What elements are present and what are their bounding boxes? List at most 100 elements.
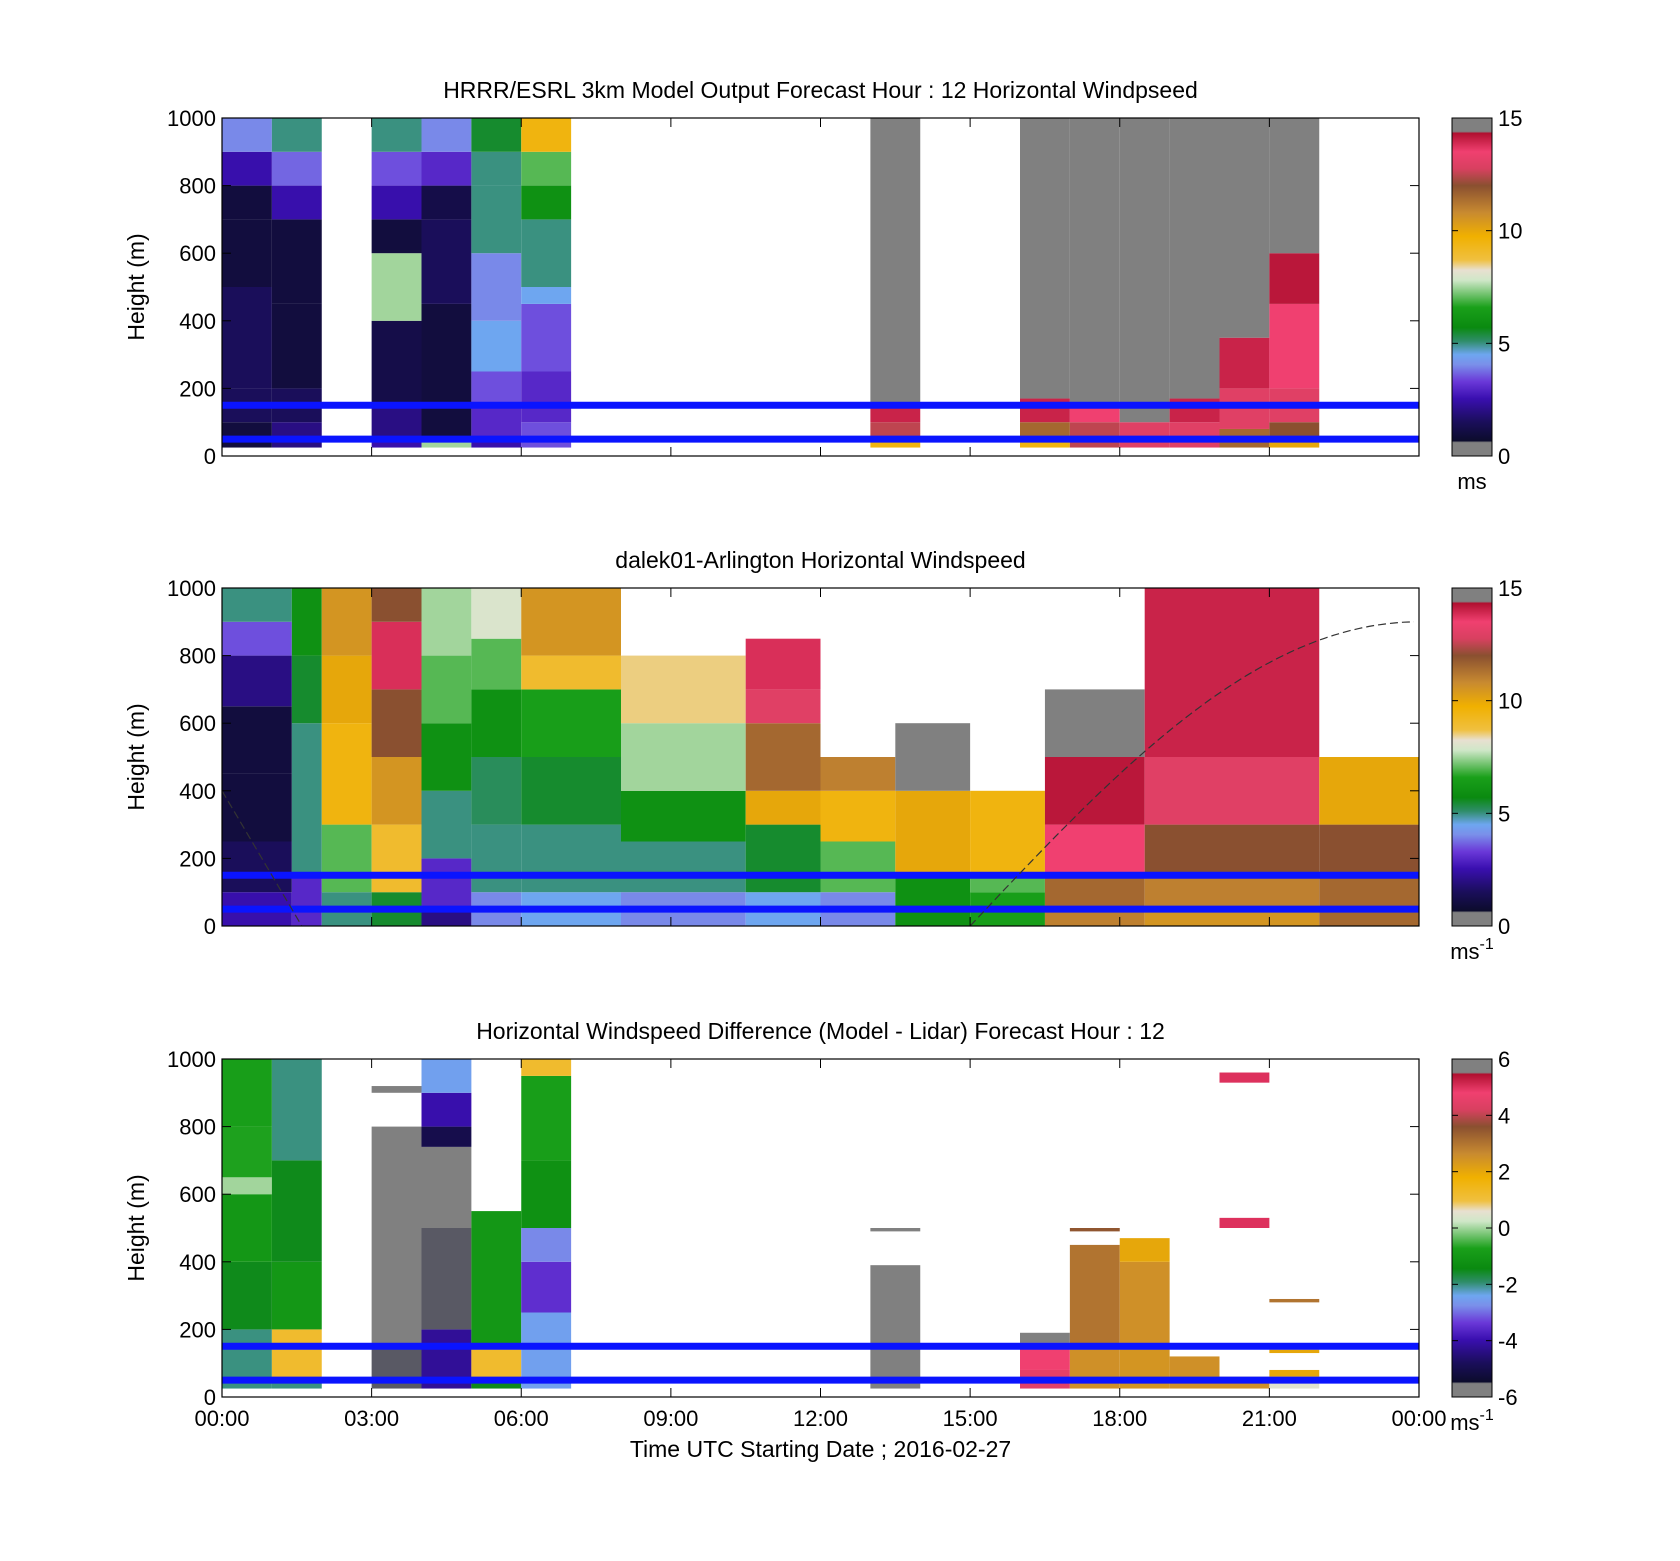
heatmap-cell: [471, 588, 522, 639]
heatmap-cell: [222, 1194, 272, 1262]
heatmap-cell: [271, 185, 322, 220]
heatmap-cell: [321, 655, 372, 724]
heatmap-cell: [321, 588, 372, 656]
y-tick-label: 200: [179, 1317, 216, 1342]
x-tick-label: 15:00: [943, 1406, 998, 1431]
heatmap-cell: [1069, 118, 1120, 406]
x-tick-label: 09:00: [643, 1406, 698, 1431]
heatmap-cell: [1069, 422, 1120, 448]
y-tick-label: 800: [179, 1115, 216, 1140]
y-tick-label: 400: [179, 779, 216, 804]
colorbar-tick-label: -2: [1498, 1272, 1518, 1297]
heatmap-cell: [271, 1160, 322, 1262]
heatmap-cell: [745, 638, 821, 690]
colorbar: [1451, 117, 1493, 457]
heatmap-cell: [321, 824, 372, 893]
heatmap-cell: [271, 1261, 322, 1330]
heatmap-cell: [521, 185, 572, 220]
colorbar-tick-label: -6: [1498, 1385, 1518, 1410]
heatmap-cell: [371, 320, 422, 406]
heatmap-cell: [271, 422, 322, 448]
heatmap-cell: [521, 1261, 572, 1313]
heatmap-cell: [820, 757, 896, 791]
heatmap-cell: [471, 151, 522, 186]
heatmap-cell: [1119, 405, 1170, 423]
heatmap-cell: [421, 1228, 472, 1330]
heatmap-cell: [421, 1126, 472, 1147]
heatmap-cell: [222, 287, 272, 389]
heatmap-cell: [1119, 118, 1170, 406]
boundary-layer-curve: [221, 790, 303, 927]
panel-title: dalek01-Arlington Horizontal Windspeed: [615, 547, 1025, 573]
heatmap-cell: [521, 151, 572, 186]
heatmap-cell: [820, 841, 896, 893]
heatmap-cell: [291, 723, 322, 876]
heatmap-cell: [820, 790, 896, 842]
heatmap-cell: [870, 1228, 921, 1232]
heatmap-cell: [1144, 757, 1320, 825]
heatmap-cell: [271, 303, 322, 389]
heatmap-cell: [371, 253, 422, 321]
heatmap-cell: [421, 405, 472, 440]
heatmap-cell: [291, 588, 322, 656]
y-tick-label: 0: [204, 914, 216, 939]
heatmap-cell: [291, 655, 322, 724]
x-tick-label: 06:00: [494, 1406, 549, 1431]
heatmap-cell: [421, 723, 472, 791]
panel-3: Horizontal Windspeed Difference (Model -…: [123, 1018, 1518, 1462]
panel-1: HRRR/ESRL 3km Model Output Forecast Hour…: [123, 77, 1522, 494]
y-tick-label: 600: [179, 711, 216, 736]
heatmap-cell: [521, 757, 621, 825]
heatmap-cell: [371, 1126, 422, 1144]
y-tick-label: 200: [179, 846, 216, 871]
heatmap-cell: [271, 118, 322, 152]
heatmap-cell: [421, 909, 472, 926]
x-tick-label: 12:00: [793, 1406, 848, 1431]
heatmap-cell: [895, 790, 971, 876]
heatmap-cell: [471, 118, 522, 152]
heatmap-cell: [222, 1261, 272, 1330]
heatmap-cell: [1269, 422, 1320, 440]
heatmap-cell: [222, 422, 272, 440]
heatmap-cell: [970, 790, 1045, 876]
heatmap-cell: [321, 723, 372, 825]
heatmap-cell: [1144, 824, 1320, 876]
heatmap-cell: [222, 388, 272, 406]
colorbar-tick-label: 0: [1498, 914, 1510, 939]
heatmap-cell: [421, 151, 472, 186]
heatmap-cell: [1044, 757, 1145, 825]
heatmap-cell: [421, 588, 472, 656]
colorbar-tick-label: 5: [1498, 801, 1510, 826]
x-tick-label: 00:00: [1391, 1406, 1446, 1431]
heatmap-cell: [471, 320, 522, 372]
x-tick-label: 21:00: [1242, 1406, 1297, 1431]
heatmap-cell: [222, 621, 292, 656]
heatmap-cell: [471, 824, 522, 893]
heatmap-cell: [1044, 875, 1145, 910]
heatmap-cell: [1144, 588, 1320, 757]
heatmap-cell: [895, 875, 971, 926]
heatmap-cell: [895, 723, 971, 791]
heatmap-cell: [870, 118, 921, 406]
heatmap-cell: [1044, 824, 1145, 876]
heatmap-cell: [371, 1086, 422, 1093]
heatmap-cell: [222, 706, 292, 774]
y-tick-label: 800: [179, 174, 216, 199]
heatmap-cell: [521, 588, 621, 656]
heatmap-cell: [371, 185, 422, 220]
heatmap-cell: [222, 1177, 272, 1195]
heatmap-cell: [471, 185, 522, 254]
heatmap-cell: [1144, 875, 1320, 910]
heatmap-cell: [521, 371, 572, 423]
colorbar-tick-label: 6: [1498, 1047, 1510, 1072]
heatmap-cell: [222, 1059, 272, 1127]
heatmap-cell: [421, 1092, 472, 1127]
heatmap-cell: [371, 588, 422, 622]
y-tick-label: 1000: [167, 1047, 216, 1072]
heatmap-cell: [745, 824, 821, 893]
heatmap-cell: [421, 439, 472, 448]
heatmap-cell: [621, 841, 746, 893]
colorbar-tick-label: 15: [1498, 576, 1522, 601]
heatmap-cell: [1169, 118, 1220, 399]
